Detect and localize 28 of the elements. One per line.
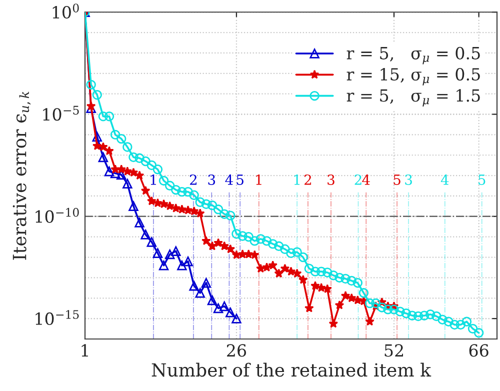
annotation: 4 (440, 174, 449, 185)
x-axis-title: Number of the retained item k (152, 362, 432, 377)
annotation: 4 (362, 174, 370, 185)
x-tick-label: 26 (226, 344, 246, 357)
x-tick-label: 1 (82, 344, 88, 357)
y-tick-label: 10$^{−10}$ (36, 208, 79, 223)
y-tick-label: 10$^{0}$ (52, 4, 79, 19)
legend-label: r = 5, σ$_{μ}$ = 0.5 (346, 46, 480, 64)
annotation: 5 (394, 174, 400, 185)
annotation: 3 (328, 174, 334, 185)
y-tick-label: 10$^{−15}$ (36, 310, 79, 326)
annotation: 3 (208, 174, 216, 185)
annotation: 2 (190, 174, 197, 185)
annotation: 3 (405, 174, 412, 185)
annotation: 4 (225, 174, 233, 185)
annotation: 2 (354, 174, 362, 185)
y-axis-title: Iterative error ϵ$_{u,k}$ (12, 92, 31, 260)
annotation: 1 (256, 174, 262, 185)
legend-label: r = 5, σ$_{μ}$ = 1.5 (346, 89, 480, 107)
x-tick-label: 52 (384, 344, 403, 357)
legend-label: r = 15, σ$_{μ}$ = 0.5 (346, 68, 480, 86)
annotation: 1 (294, 174, 300, 185)
y-tick-label: 10$^{−5}$ (43, 106, 79, 121)
x-tick-label: 66 (469, 344, 488, 357)
annotation: 5 (236, 174, 244, 185)
annotation: 5 (478, 174, 486, 185)
annotation: 1 (150, 174, 156, 185)
annotation: 2 (304, 174, 312, 185)
